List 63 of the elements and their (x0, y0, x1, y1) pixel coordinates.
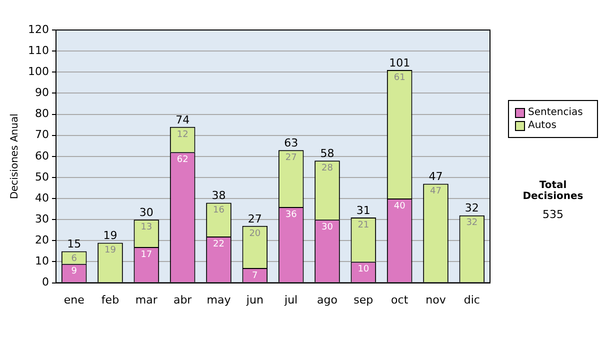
y-tick-label: 120 (28, 22, 49, 36)
legend-label: Autos (528, 119, 556, 132)
total-label: 30 (139, 206, 154, 219)
x-tick-label: abr (173, 293, 192, 306)
data-label: 19 (104, 246, 116, 256)
y-tick-label: 10 (34, 254, 49, 268)
data-label: 7 (252, 270, 258, 281)
data-label: 22 (213, 239, 224, 250)
y-tick-label: 40 (34, 191, 49, 204)
y-tick-label: 80 (34, 107, 49, 120)
data-label: 10 (358, 264, 370, 275)
data-label: 20 (249, 228, 261, 239)
total-label: 32 (464, 202, 479, 215)
total-label: 47 (428, 170, 443, 184)
data-label: 27 (285, 152, 297, 163)
data-label: 13 (140, 222, 152, 232)
x-tick-label: may (206, 293, 232, 306)
data-label: 28 (322, 163, 334, 174)
data-label: 21 (358, 220, 370, 230)
legend-label: Sentencias (528, 106, 583, 119)
data-label: 12 (176, 130, 188, 140)
y-tick-label: 20 (34, 234, 49, 247)
y-axis-title: Decisiones Anual (10, 114, 21, 200)
data-label: 16 (213, 206, 225, 216)
y-tick-label: 50 (34, 170, 49, 184)
y-tick-label: 30 (34, 212, 49, 226)
total-label: 101 (389, 56, 410, 70)
data-label: 9 (71, 266, 78, 277)
total-label: 19 (103, 229, 118, 242)
total-label: 58 (320, 146, 334, 160)
data-label: 30 (322, 222, 334, 232)
y-tick-label: 0 (42, 276, 49, 289)
x-tick-label: jul (284, 293, 298, 306)
y-tick-label: 70 (34, 128, 49, 142)
data-label: 62 (176, 155, 188, 166)
total-label: 15 (67, 238, 82, 251)
data-label: 6 (71, 254, 78, 264)
total-label: 74 (176, 113, 190, 126)
total-label: 38 (212, 189, 226, 202)
text: 535 (542, 208, 564, 221)
x-tick-label: oct (391, 293, 409, 306)
x-tick-label: sep (354, 293, 374, 306)
data-label: 36 (285, 210, 298, 220)
x-tick-label: jun (245, 293, 264, 306)
text: Total Decisiones (522, 180, 584, 202)
data-label: 32 (466, 218, 478, 228)
y-tick-label: 90 (34, 86, 49, 100)
x-tick-label: mar (135, 293, 158, 306)
data-label: 40 (394, 201, 406, 212)
y-tick-label: 110 (28, 44, 49, 57)
x-tick-label: dic (464, 293, 480, 306)
x-tick-label: feb (101, 293, 120, 306)
data-label: 47 (430, 186, 442, 197)
total-label: 63 (284, 136, 298, 150)
y-tick-label: 60 (34, 149, 49, 162)
y-tick-label: 100 (28, 64, 49, 78)
total-label: 31 (356, 204, 370, 217)
data-label: 17 (140, 250, 152, 260)
data-label: 61 (394, 72, 406, 83)
x-tick-label: nov (426, 293, 446, 306)
x-tick-label: ago (317, 293, 338, 306)
total-label: 27 (248, 212, 262, 226)
x-tick-label: ene (64, 293, 85, 306)
